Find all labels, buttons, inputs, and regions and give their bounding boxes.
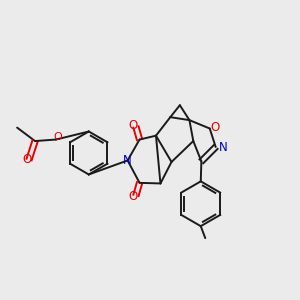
Text: N: N <box>219 141 227 154</box>
Text: O: O <box>128 119 138 132</box>
Text: O: O <box>128 190 138 203</box>
Text: O: O <box>22 153 31 166</box>
Text: N: N <box>123 154 132 167</box>
Text: O: O <box>53 132 62 142</box>
Text: O: O <box>211 121 220 134</box>
